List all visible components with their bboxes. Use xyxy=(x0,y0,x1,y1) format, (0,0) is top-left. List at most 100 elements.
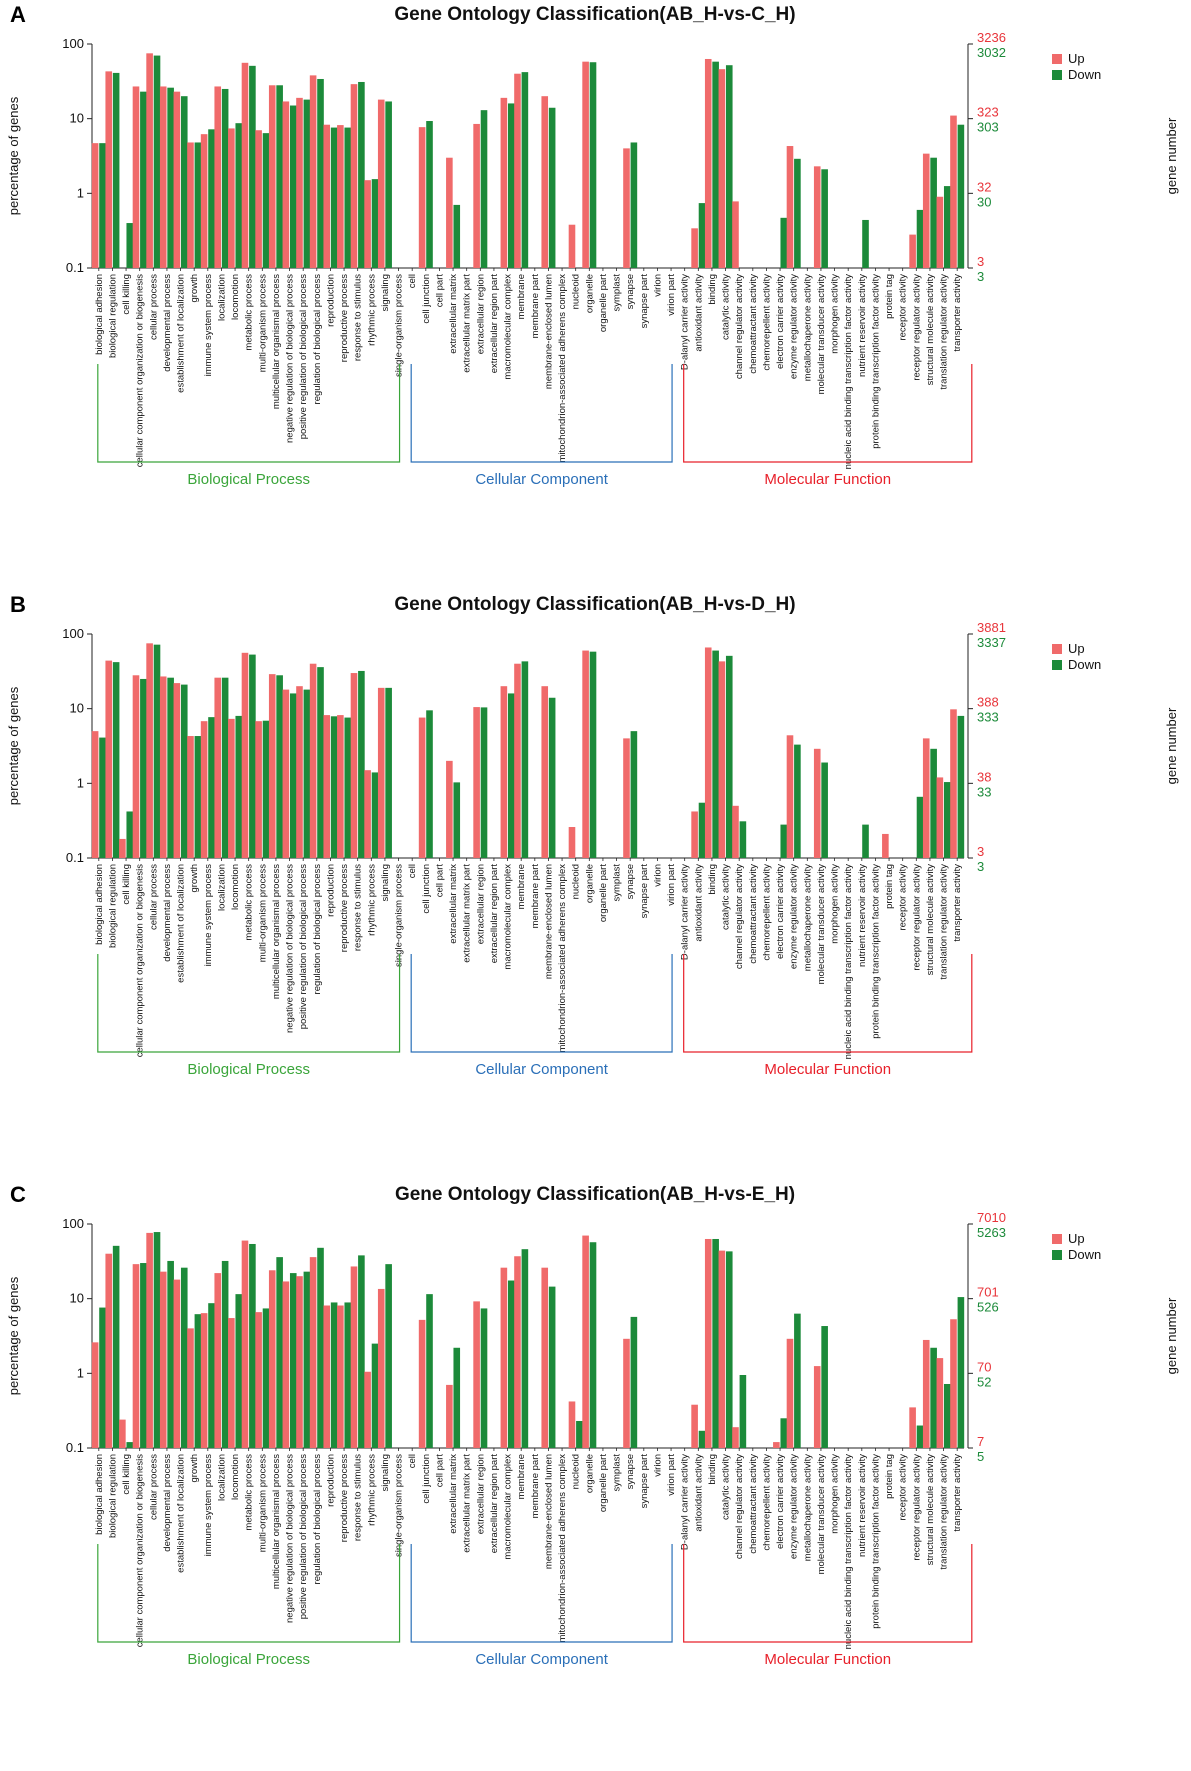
bar-up xyxy=(241,62,249,269)
x-tick-label: organelle part xyxy=(598,864,609,922)
bar-down xyxy=(725,65,733,269)
y-tick-label: 100 xyxy=(62,626,84,641)
group-label: Biological Process xyxy=(187,1651,310,1668)
x-tick-label: extracellular matrix xyxy=(448,1454,459,1534)
x-tick-label: enzyme regulator activity xyxy=(789,864,800,969)
x-tick-label: transporter activity xyxy=(952,1454,963,1532)
bar-down xyxy=(112,662,120,858)
x-tick-label: biological adhesion xyxy=(94,1454,105,1535)
bar-down xyxy=(453,1347,461,1448)
bar-up xyxy=(159,676,167,858)
x-tick-label: translation regulator activity xyxy=(939,1454,950,1570)
y2-tick-label-down: 526 xyxy=(977,1300,999,1315)
bar-up xyxy=(268,85,276,268)
bar-down xyxy=(521,661,529,858)
bar-up xyxy=(936,1358,944,1448)
x-tick-label: growth xyxy=(189,1454,200,1483)
bar-down xyxy=(480,707,488,858)
bar-down xyxy=(385,687,392,858)
bar-up xyxy=(309,663,317,858)
y2-tick-label-up: 70 xyxy=(977,1359,991,1374)
bar-down xyxy=(943,782,951,858)
bar-down xyxy=(480,110,488,268)
bar-down xyxy=(821,1326,828,1448)
bar-down xyxy=(780,217,788,268)
x-tick-label: membrane xyxy=(516,1454,527,1499)
x-tick-label: developmental process xyxy=(162,1454,173,1552)
bar-up xyxy=(337,125,344,268)
panel-letter: C xyxy=(10,1182,26,1207)
bar-up xyxy=(132,86,140,268)
bar-down xyxy=(221,88,229,268)
x-tick-label: translation regulator activity xyxy=(939,864,950,980)
x-tick-label: extracellular region part xyxy=(489,274,500,374)
x-tick-label: D-alanyl carrier activity xyxy=(680,1454,691,1550)
y-tick-label: 0.1 xyxy=(66,260,84,275)
bar-up xyxy=(323,124,331,269)
bar-up xyxy=(582,650,589,858)
panel-a: A Gene Ontology Classification(AB_H-vs-C_… xyxy=(0,0,1191,590)
bar-up xyxy=(950,709,957,858)
x-tick-label: establishment of localization xyxy=(176,864,187,983)
bar-up xyxy=(718,69,726,268)
x-tick-label: cell killing xyxy=(121,274,132,315)
x-tick-label: extracellular matrix xyxy=(448,274,459,354)
bar-down xyxy=(385,101,392,269)
bar-down xyxy=(153,644,161,858)
group-label: Molecular Function xyxy=(764,471,891,488)
bar-up xyxy=(418,1319,426,1448)
x-tick-label: D-alanyl carrier activity xyxy=(680,864,691,960)
x-tick-label: cell xyxy=(407,1454,418,1468)
bar-down xyxy=(112,1245,120,1448)
bar-down xyxy=(358,670,365,858)
bar-up xyxy=(296,97,303,269)
x-tick-label: macromolecular complex xyxy=(503,274,514,380)
x-tick-label: regulation of biological process xyxy=(312,864,323,995)
x-tick-label: nucleic acid binding transcription facto… xyxy=(843,1454,854,1650)
group-bracket xyxy=(97,1544,401,1643)
x-tick-label: immune system process xyxy=(203,864,214,967)
bar-up xyxy=(473,1301,480,1448)
bar-down xyxy=(194,1314,202,1448)
bar-up xyxy=(200,721,208,858)
x-tick-label: morphogen activity xyxy=(830,864,841,944)
x-tick-label: protein binding transcription factor act… xyxy=(870,274,881,449)
x-tick-label: multi-organism process xyxy=(257,864,268,962)
x-tick-label: metabolic process xyxy=(244,1454,255,1531)
bar-down xyxy=(358,1255,365,1448)
x-tick-label: extracellular region part xyxy=(489,864,500,964)
x-tick-label: chemorepellent activity xyxy=(761,864,772,961)
x-tick-label: rhythmic process xyxy=(366,274,377,346)
bar-down xyxy=(330,716,338,858)
x-tick-label: protein tag xyxy=(884,1454,895,1499)
x-tick-label: extracellular region xyxy=(475,274,486,354)
x-tick-label: biological regulation xyxy=(107,1454,118,1538)
bar-down xyxy=(426,710,433,858)
x-tick-label: antioxidant activity xyxy=(693,274,704,352)
bar-down xyxy=(221,677,229,858)
x-tick-label: cell junction xyxy=(421,1454,432,1504)
chart-title: Gene Ontology Classification(AB_H-vs-C_H… xyxy=(394,4,795,25)
x-tick-label: protein binding transcription factor act… xyxy=(870,864,881,1039)
x-tick-label: response to stimulus xyxy=(353,274,364,361)
bar-down xyxy=(180,96,188,268)
bar-down xyxy=(153,55,161,269)
group-label: Cellular Component xyxy=(475,471,608,488)
bar-up xyxy=(364,180,371,268)
bar-down xyxy=(99,143,106,268)
x-tick-label: reproduction xyxy=(325,274,336,327)
legend-swatch-up xyxy=(1052,54,1062,64)
x-tick-label: localization xyxy=(216,1454,227,1501)
bar-down xyxy=(453,782,461,858)
x-tick-label: chemorepellent activity xyxy=(761,274,772,371)
x-tick-label: reproduction xyxy=(325,1454,336,1507)
bar-down xyxy=(630,142,638,268)
y2-tick-label-up: 323 xyxy=(977,105,999,120)
bar-up xyxy=(704,1238,712,1448)
bar-up xyxy=(350,84,358,268)
y2-tick-label-up: 38 xyxy=(977,769,991,784)
x-tick-label: nutrient reservoir activity xyxy=(857,1454,868,1557)
bar-up xyxy=(228,1318,235,1448)
x-tick-label: regulation of biological process xyxy=(312,1454,323,1585)
bar-up xyxy=(119,838,126,858)
